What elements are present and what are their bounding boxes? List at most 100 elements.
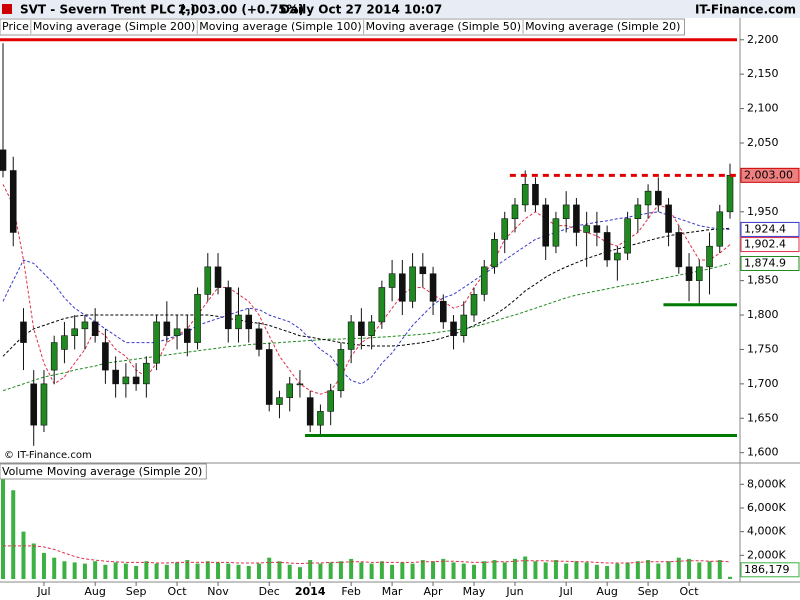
candle-body — [286, 383, 294, 398]
value-label-box — [740, 167, 800, 183]
candle-body — [409, 266, 416, 302]
candle-body — [265, 349, 273, 405]
volume-bar — [359, 562, 364, 579]
volume-bar — [52, 557, 57, 579]
volume-bar — [246, 565, 251, 579]
candle-body — [439, 300, 447, 323]
value-label: 186,179 — [744, 563, 790, 576]
volume-bar — [420, 560, 425, 579]
candle-body — [224, 287, 232, 330]
symbol: SVT - Severn Trent PLC (-) — [20, 3, 196, 17]
volume-bar — [11, 490, 16, 579]
volume-bar — [400, 562, 405, 579]
volume-bar — [31, 543, 36, 579]
volume-bar — [543, 562, 548, 579]
legend-box — [0, 18, 685, 36]
header-bar — [0, 0, 800, 18]
candle-body — [184, 328, 191, 343]
x-tick-label: Aug — [596, 585, 617, 598]
volume-bar — [164, 564, 169, 579]
candle-body — [399, 273, 406, 302]
volume-bar — [635, 561, 640, 579]
candle-body — [634, 204, 642, 219]
volume-bar — [512, 558, 517, 579]
candle-body — [624, 218, 631, 254]
x-tick-label: Apr — [424, 585, 444, 598]
candle-body — [583, 225, 590, 233]
quote: 2,003.00 (+0.75%) — [178, 3, 304, 17]
volume-bar — [277, 561, 282, 579]
x-tick-label: Oct — [168, 585, 188, 598]
legend-entry: Moving average (Simple 20) — [47, 465, 202, 478]
volume-bar — [185, 560, 190, 579]
volume-bar — [144, 561, 149, 579]
candle-body — [255, 328, 263, 350]
volume-bar — [308, 560, 313, 579]
y-tick-label: 2,050 — [747, 136, 779, 149]
ma-line — [2, 211, 731, 385]
volume-bar — [533, 561, 538, 579]
volume-bar — [82, 563, 87, 579]
y-tick-label: 1,600 — [747, 446, 779, 459]
candle-body — [685, 266, 693, 281]
value-label-box — [740, 221, 800, 237]
volume-bar — [584, 562, 589, 579]
volume-bar — [492, 560, 497, 579]
volume-bar — [625, 562, 630, 579]
candle-body — [491, 239, 498, 268]
candle-body — [81, 321, 89, 330]
candle-body — [419, 266, 427, 275]
candle-body — [429, 273, 437, 302]
candle-body — [9, 170, 17, 233]
candle-body — [480, 266, 488, 295]
value-label-box — [740, 255, 800, 271]
y-tick-label: 6,000K — [747, 501, 786, 514]
legend-entry: Moving average (Simple 200) — [33, 20, 195, 33]
volume-bar — [390, 564, 395, 579]
candle-body — [450, 321, 457, 336]
candle-body — [552, 218, 560, 247]
candle-body — [388, 273, 396, 288]
volume-bar — [707, 561, 712, 579]
volume-bar — [134, 565, 139, 579]
candle-body — [511, 204, 519, 219]
watermark: © IT-Finance.com — [4, 450, 92, 461]
volume-bar — [205, 561, 210, 579]
volume-bar — [687, 558, 692, 579]
candle-body — [573, 204, 580, 233]
volume-bar — [338, 561, 343, 579]
y-tick-label: 1,850 — [747, 274, 779, 287]
candle-body — [245, 314, 253, 330]
candle-body — [296, 383, 304, 386]
value-label: 1,924.4 — [744, 222, 786, 235]
x-tick-label: Jul — [559, 585, 573, 598]
candle-body — [368, 321, 375, 336]
volume-bar — [441, 558, 446, 579]
x-tick-label: Jun — [505, 585, 523, 598]
volume-bar — [154, 563, 159, 579]
candle-body — [501, 218, 509, 240]
candle-body — [726, 175, 734, 213]
legend-entry: Volume — [2, 465, 43, 478]
x-tick-label: Sep — [638, 585, 659, 598]
y-tick-label: 2,200 — [747, 33, 779, 46]
candle-body — [470, 294, 478, 316]
volume-bar — [431, 561, 436, 579]
volume-bar — [195, 563, 200, 579]
candle-body — [706, 245, 713, 268]
y-tick-label: 1,700 — [747, 377, 779, 390]
ma-line — [2, 184, 731, 395]
volume-bar — [62, 561, 67, 579]
volume-bar — [318, 563, 323, 579]
candle-body — [317, 411, 324, 426]
volume-bar — [564, 563, 569, 579]
candle-body — [143, 362, 150, 385]
volume-bar — [451, 562, 456, 579]
x-tick-label: 2014 — [295, 585, 326, 598]
volume-bar — [717, 560, 722, 579]
candle-body — [194, 294, 201, 343]
value-label: 1,902.4 — [744, 238, 786, 251]
value-label-box — [740, 237, 800, 253]
legend-entry: Price — [2, 20, 29, 33]
